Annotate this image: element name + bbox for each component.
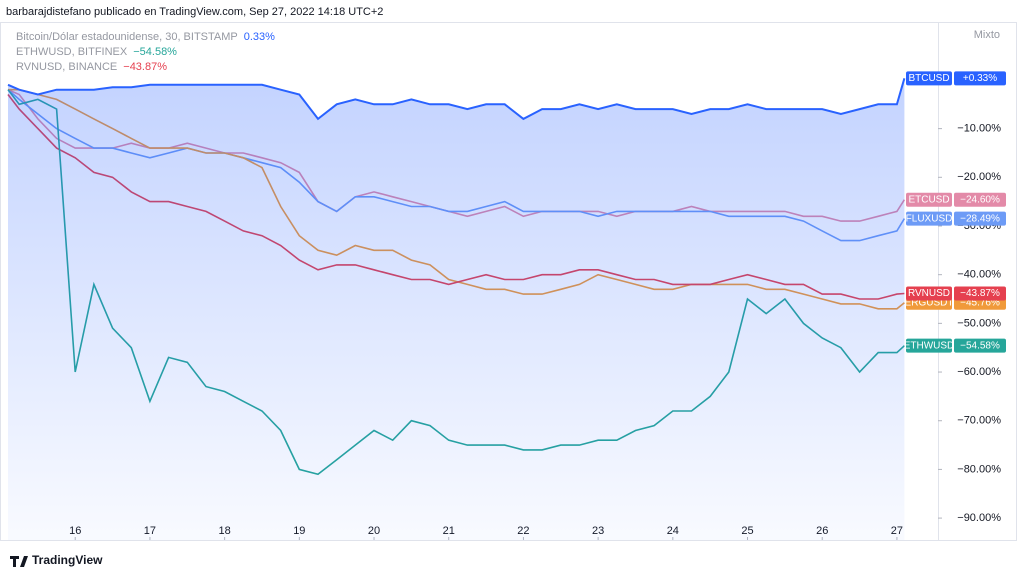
y-tick-label: −10.00% bbox=[957, 123, 1001, 135]
tag-value-box bbox=[954, 286, 1006, 301]
price-tag: BTCUSD +0.33% bbox=[906, 71, 1006, 86]
y-tick-label: −40.00% bbox=[957, 269, 1001, 281]
y-tick-label: −80.00% bbox=[957, 463, 1001, 475]
y-tick-label: −70.00% bbox=[957, 415, 1001, 427]
tag-value: −28.49% bbox=[960, 213, 1000, 224]
tag-name: FLUXUSD bbox=[906, 213, 953, 224]
tag-value: −45.76% bbox=[960, 297, 1000, 308]
scale-mode: Mixto bbox=[974, 29, 1000, 41]
tag-name-box bbox=[906, 338, 952, 353]
tag-name-box bbox=[906, 192, 952, 207]
y-tick-label: −90.00% bbox=[957, 512, 1001, 524]
tag-name: ETCUSD bbox=[908, 194, 949, 205]
tag-value: −24.60% bbox=[960, 194, 1000, 205]
tag-value: −54.58% bbox=[960, 340, 1000, 351]
tag-name: BTCUSD bbox=[908, 73, 949, 84]
brand-logo bbox=[10, 556, 28, 567]
tag-name-box bbox=[906, 71, 952, 86]
tag-name-box bbox=[906, 211, 952, 226]
legend-value: −54.58% bbox=[133, 46, 177, 58]
legend-text: ETHWUSD, BITFINEX bbox=[16, 46, 128, 58]
tag-value-box bbox=[954, 192, 1006, 207]
y-tick-label: −60.00% bbox=[957, 366, 1001, 378]
tag-name: RVNUSD bbox=[908, 288, 950, 299]
y-tick-label: −20.00% bbox=[957, 171, 1001, 183]
tag-value-box bbox=[954, 71, 1006, 86]
brand-name: TradingView bbox=[32, 553, 103, 567]
legend-text: Bitcoin/Dólar estadounidense, 30, BITSTA… bbox=[16, 31, 238, 43]
legend-text: RVNUSD, BINANCE bbox=[16, 61, 117, 73]
tag-value: −43.87% bbox=[960, 288, 1000, 299]
tag-name: ERGUSDT bbox=[905, 297, 954, 308]
tag-value: +0.33% bbox=[963, 73, 997, 84]
price-tag: ETHWUSD −54.58% bbox=[904, 338, 1006, 353]
price-tag: RVNUSD −43.87% bbox=[906, 286, 1006, 301]
tag-value-box bbox=[954, 211, 1006, 226]
price-tag: FLUXUSD −28.49% bbox=[906, 211, 1006, 226]
tag-name: ETHWUSD bbox=[904, 340, 955, 351]
price-tag: ETCUSD −24.60% bbox=[906, 192, 1006, 207]
line bbox=[7, 78, 906, 121]
legend-value: −43.87% bbox=[123, 61, 167, 73]
y-tick-label: −50.00% bbox=[957, 317, 1001, 329]
header: barbarajdistefano publicado en TradingVi… bbox=[6, 6, 383, 18]
tag-value-box bbox=[954, 338, 1006, 353]
area bbox=[8, 78, 905, 541]
frame bbox=[0, 22, 1017, 541]
tag-name-box bbox=[906, 286, 952, 301]
brand: TradingView bbox=[10, 553, 103, 567]
legend-value: 0.33% bbox=[244, 31, 275, 43]
